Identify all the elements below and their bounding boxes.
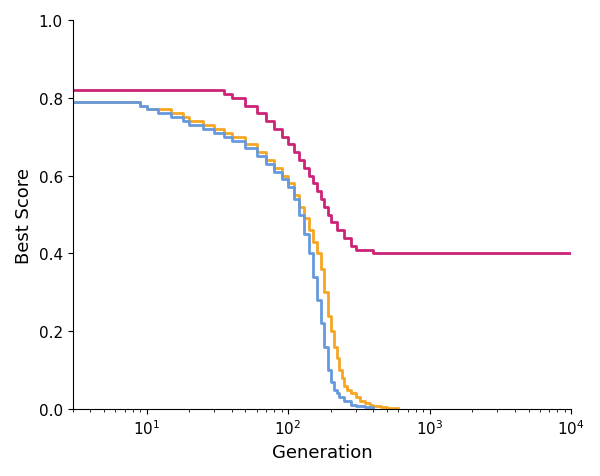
X-axis label: Generation: Generation (272, 443, 372, 461)
Y-axis label: Best Score: Best Score (15, 167, 33, 263)
